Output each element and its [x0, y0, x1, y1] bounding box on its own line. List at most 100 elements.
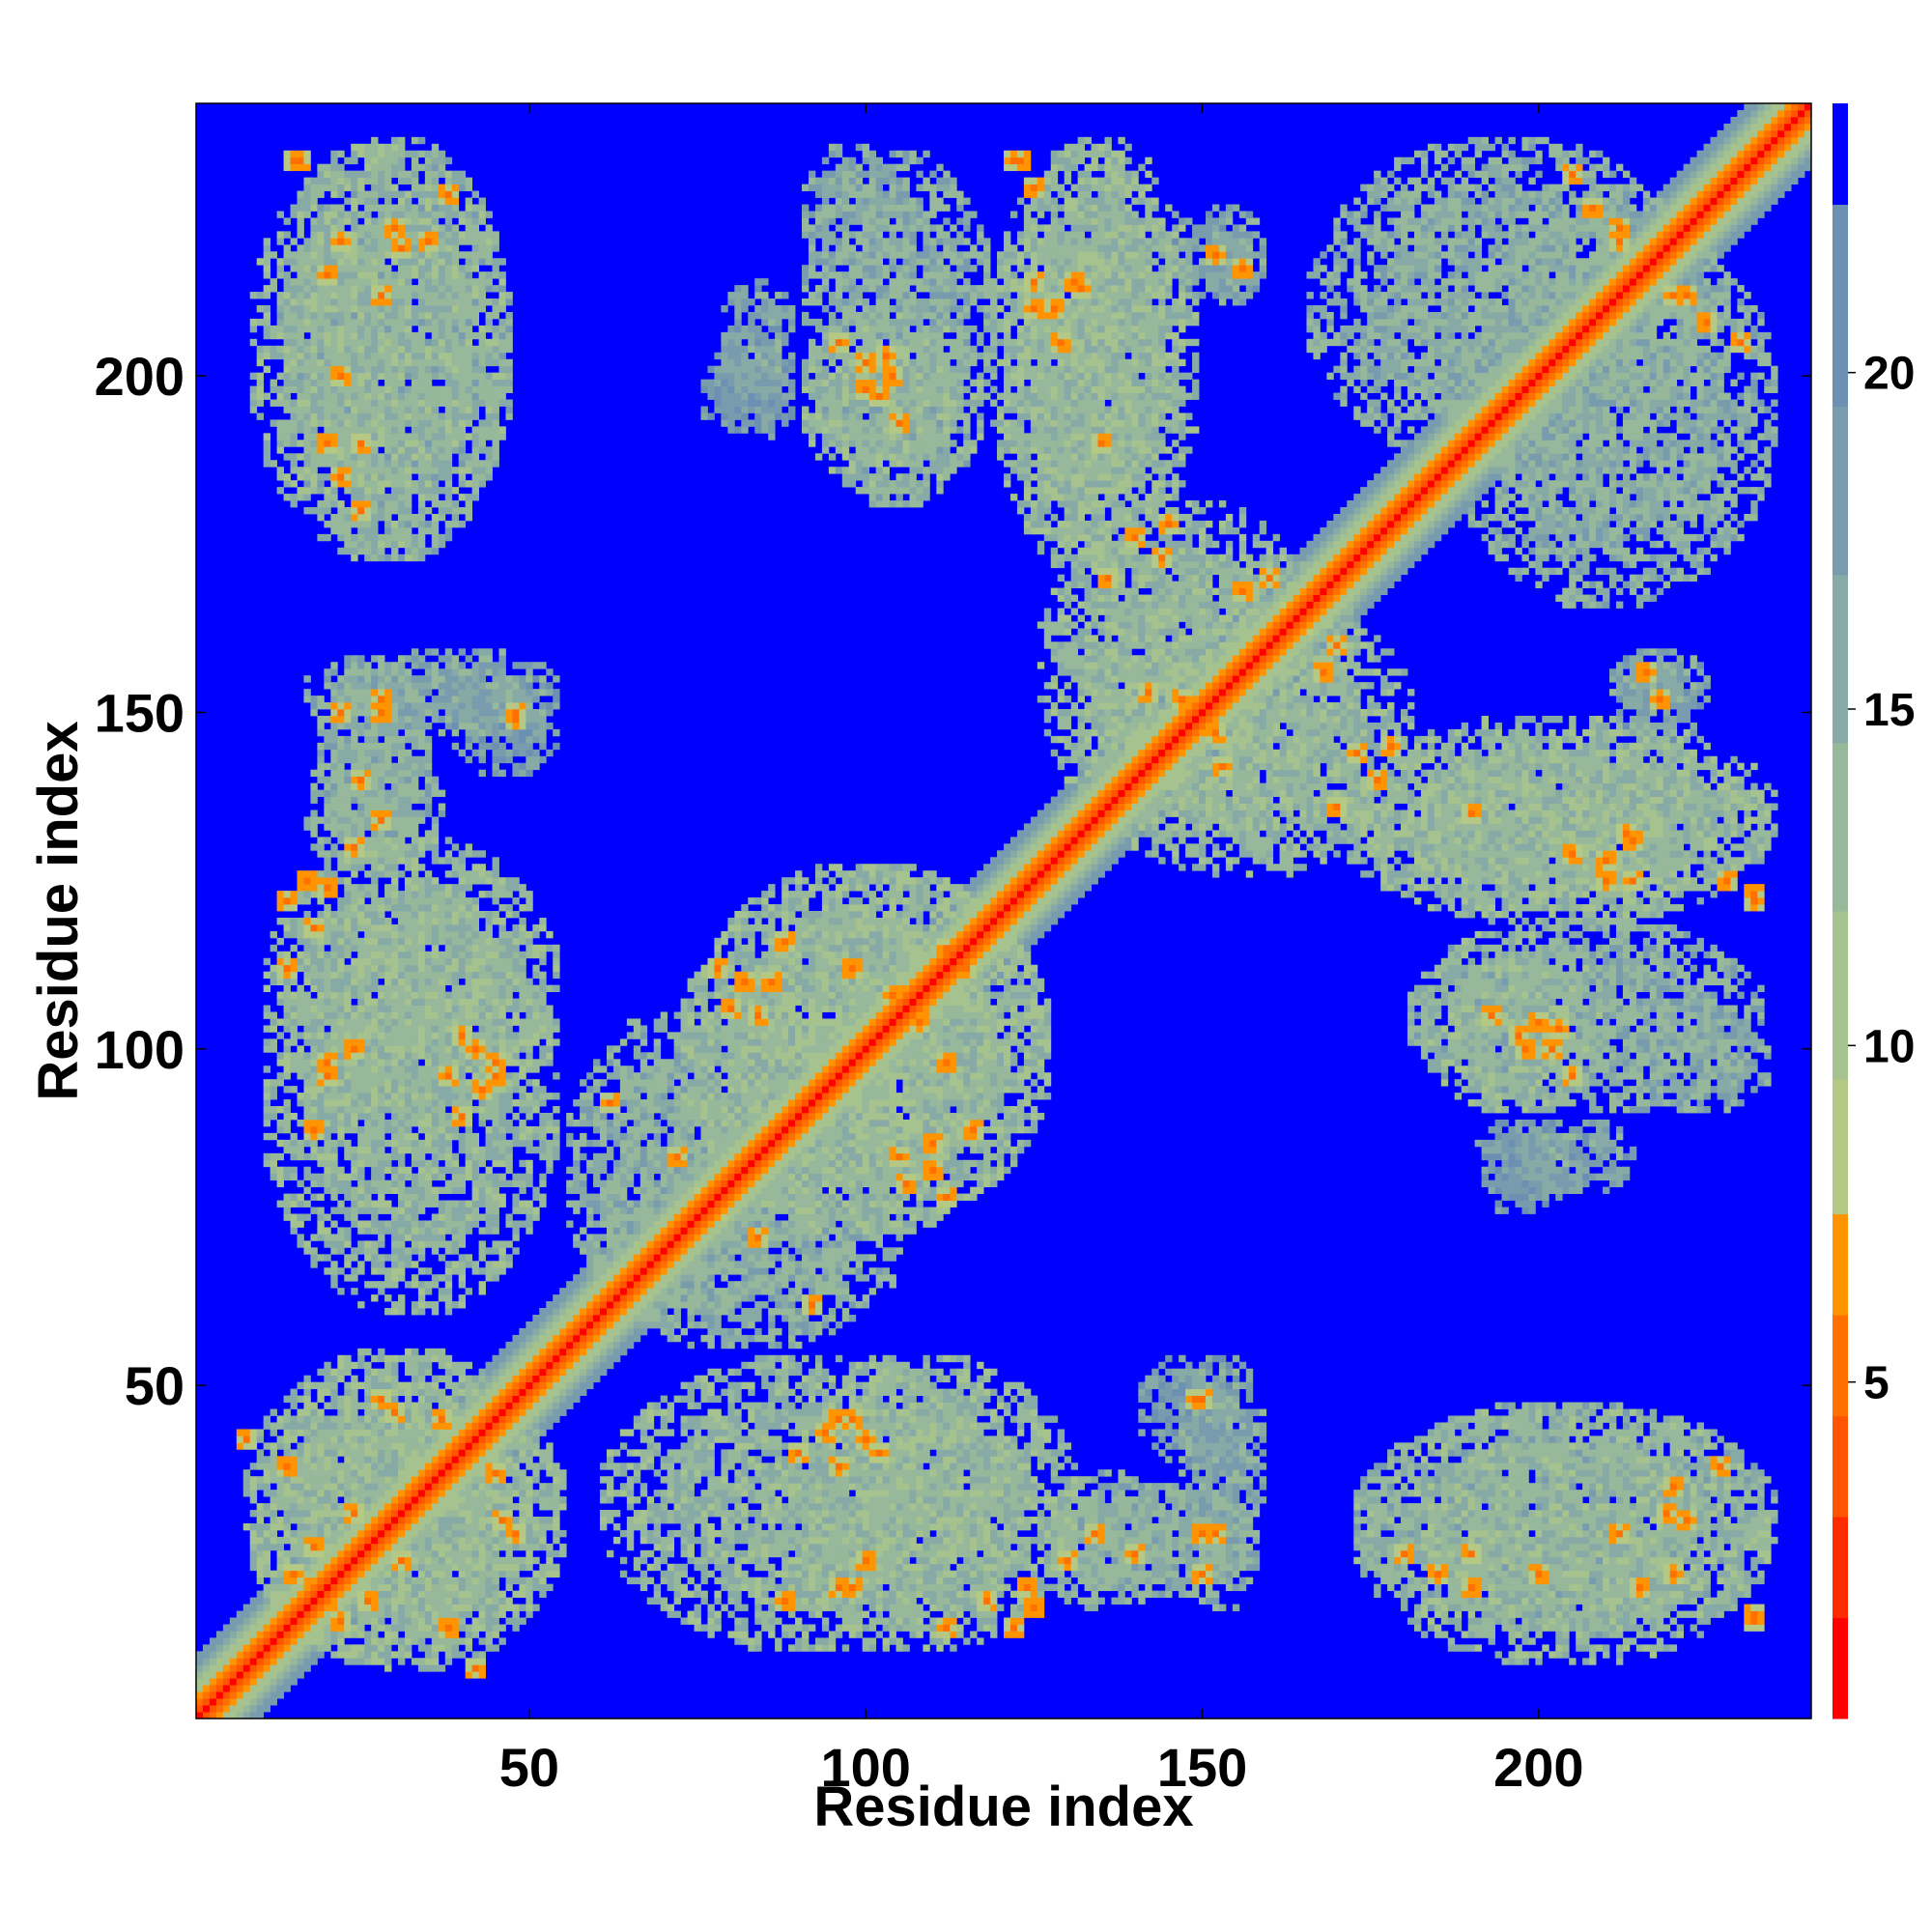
heatmap-cell: [344, 991, 352, 999]
heatmap-cell: [344, 358, 352, 367]
heatmap-cell: [411, 1227, 419, 1235]
heatmap-cell: [263, 1597, 271, 1605]
heatmap-cell: [290, 1395, 298, 1403]
heatmap-cell: [357, 338, 365, 347]
heatmap-cell: [424, 891, 433, 898]
heatmap-cell: [324, 1536, 331, 1545]
heatmap-cell: [391, 1510, 399, 1518]
heatmap-cell: [444, 1570, 453, 1578]
heatmap-cell: [431, 352, 440, 360]
heatmap-cell: [451, 1388, 460, 1396]
heatmap-cell: [411, 1106, 419, 1114]
heatmap-cell: [417, 1146, 426, 1154]
heatmap-cell: [364, 1227, 372, 1235]
heatmap-cell: [324, 177, 331, 185]
heatmap-cell: [371, 177, 379, 185]
heatmap-cell: [337, 930, 345, 939]
heatmap-cell: [351, 1005, 358, 1012]
heatmap-cell: [324, 991, 331, 999]
heatmap-cell: [417, 1152, 426, 1161]
heatmap-cell: [222, 1712, 231, 1719]
heatmap-cell: [344, 1125, 352, 1134]
heatmap-cell: [276, 951, 284, 959]
heatmap-cell: [438, 1429, 446, 1436]
heatmap-cell: [290, 891, 298, 898]
heatmap-cell: [357, 406, 365, 413]
heatmap-cell: [357, 1361, 365, 1370]
heatmap-cell: [384, 1563, 392, 1572]
heatmap-cell: [404, 675, 412, 683]
heatmap-cell: [330, 1543, 338, 1551]
heatmap-cell: [371, 170, 379, 179]
heatmap-cell: [444, 689, 453, 696]
heatmap-cell: [458, 1059, 467, 1066]
heatmap-cell: [324, 258, 331, 266]
heatmap-cell: [458, 1570, 467, 1578]
heatmap-cell: [384, 406, 392, 413]
heatmap-cell: [391, 399, 399, 407]
heatmap-cell: [411, 1429, 419, 1436]
heatmap-cell: [344, 372, 352, 381]
heatmap-cell: [431, 520, 440, 528]
heatmap-cell: [371, 1025, 379, 1033]
heatmap-cell: [371, 533, 379, 542]
heatmap-cell: [263, 1086, 271, 1094]
heatmap-cell: [411, 884, 419, 892]
heatmap-cell: [458, 1476, 467, 1484]
heatmap-cell: [364, 1583, 372, 1592]
heatmap-cell: [451, 891, 460, 898]
heatmap-cell: [458, 1038, 467, 1046]
heatmap-cell: [337, 964, 345, 973]
heatmap-cell: [398, 1186, 406, 1194]
heatmap-cell: [378, 1059, 385, 1066]
heatmap-cell: [324, 1517, 331, 1524]
heatmap-cell: [384, 762, 392, 771]
heatmap-cell: [297, 358, 304, 367]
heatmap-cell: [398, 217, 406, 225]
heatmap-cell: [290, 978, 298, 986]
heatmap-cell: [398, 453, 406, 461]
heatmap-cell: [337, 325, 345, 333]
heatmap-cell: [417, 453, 426, 461]
heatmap-cell: [378, 715, 385, 724]
heatmap-cell: [317, 762, 325, 771]
heatmap-cell: [357, 1146, 365, 1154]
heatmap-cell: [357, 816, 365, 824]
heatmap-cell: [444, 1139, 453, 1148]
heatmap-cell: [270, 1698, 277, 1706]
heatmap-cell: [317, 1220, 325, 1228]
heatmap-cell: [404, 1132, 412, 1141]
heatmap-cell: [310, 392, 318, 400]
heatmap-cell: [357, 372, 365, 381]
heatmap-cell: [431, 1604, 440, 1611]
heatmap-cell: [324, 816, 331, 824]
heatmap-cell: [344, 217, 352, 225]
heatmap-cell: [411, 1617, 419, 1625]
heatmap-cell: [404, 392, 412, 400]
heatmap-cell: [404, 971, 412, 980]
heatmap-cell: [310, 352, 318, 360]
heatmap-cell: [256, 1637, 265, 1645]
heatmap-cell: [364, 816, 372, 824]
heatmap-cell: [337, 1577, 345, 1585]
heatmap-cell: [310, 1247, 318, 1255]
heatmap-cell: [351, 1086, 358, 1094]
heatmap-cell: [276, 1476, 284, 1484]
heatmap-cell: [303, 971, 311, 980]
heatmap-cell: [424, 1631, 433, 1638]
heatmap-cell: [444, 1220, 453, 1228]
heatmap-cell: [411, 891, 419, 898]
heatmap-cell: [431, 1099, 440, 1107]
heatmap-cell: [398, 1132, 406, 1141]
heatmap-cell: [364, 1038, 372, 1046]
heatmap-cell: [384, 211, 392, 218]
heatmap-cell: [431, 1354, 440, 1363]
heatmap-cell: [431, 776, 440, 784]
heatmap-cell: [411, 1590, 419, 1598]
heatmap-cell: [310, 197, 318, 205]
heatmap-cell: [364, 1005, 372, 1012]
heatmap-cell: [330, 251, 338, 259]
heatmap-cell: [330, 1415, 338, 1423]
heatmap-cell: [330, 358, 338, 367]
heatmap-cell: [317, 917, 325, 925]
